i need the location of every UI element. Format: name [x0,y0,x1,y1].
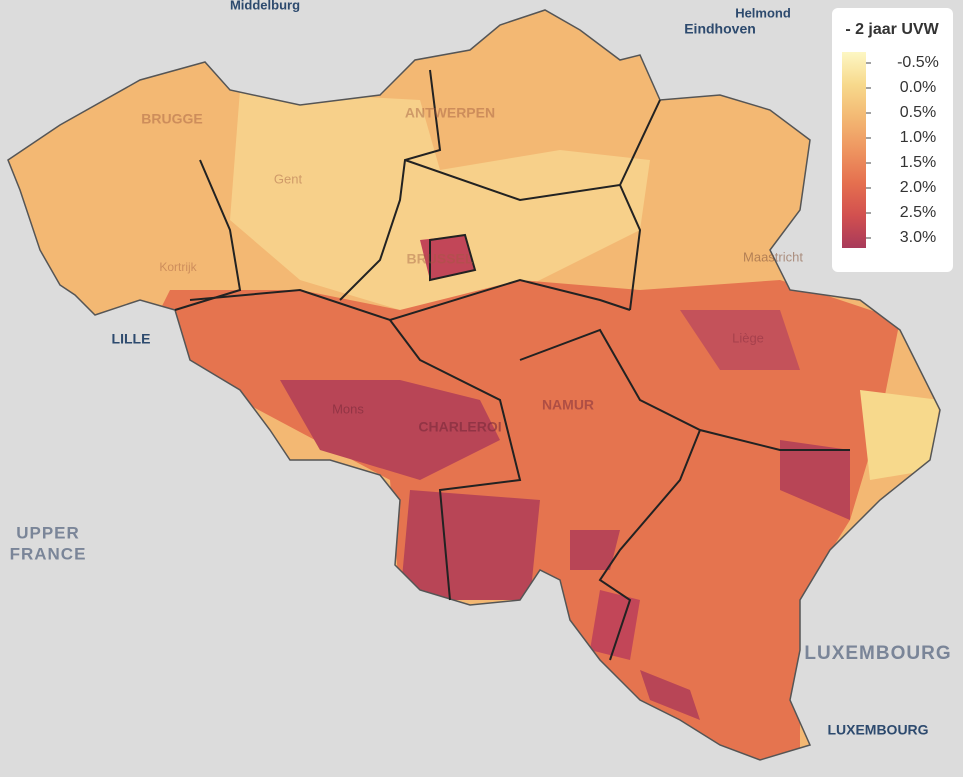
province-borders [174,69,850,661]
place-label: Liège [732,330,764,345]
place-label: LUXEMBOURG [827,722,928,738]
legend-tick-label: 2.5% [900,204,936,221]
place-label: NAMUR [542,397,594,413]
legend-tick-label: 1.5% [900,154,936,171]
region-fill [570,530,620,570]
legend-tick-label: 2.0% [900,179,936,196]
legend-tick-label: -0.5% [897,54,939,71]
region-fill [680,310,800,370]
legend-tick-label: 1.0% [900,129,936,146]
place-label: Mons [332,401,364,416]
place-label: Gent [274,171,303,186]
place-label: Helmond [735,5,791,20]
legend-tick-label: 0.5% [900,104,936,121]
place-label: LUXEMBOURG [804,643,951,664]
place-label: FRANCE [10,544,87,563]
legend-title: - 2 jaar UVW [845,21,939,38]
legend: - 2 jaar UVW -0.5% 0.0% 0.5% 1.0% 1.5% 2.0% 2.… [832,8,953,272]
legend-tick-label: 0.0% [900,79,936,96]
place-label: BRUGGE [141,111,202,127]
legend-colorbar [842,52,866,248]
place-label: LILLE [112,331,151,347]
place-label: BRUSSEL [407,251,474,267]
place-label: Maastricht [743,249,803,264]
region-fill [640,670,700,720]
place-label: ANTWERPEN [405,105,495,121]
place-label: Eindhoven [684,21,756,37]
region-fill [420,235,475,280]
region-fill [400,490,540,600]
region-fill [230,90,650,310]
region-fill [780,440,850,520]
region-fill [280,380,500,480]
region-fill [860,390,940,480]
place-label: Kortrijk [159,260,197,274]
legend-tick-label: 3.0% [900,229,936,246]
place-label: CHARLEROI [418,419,501,435]
place-label: UPPER [16,523,80,542]
place-label: Middelburg [230,0,300,12]
